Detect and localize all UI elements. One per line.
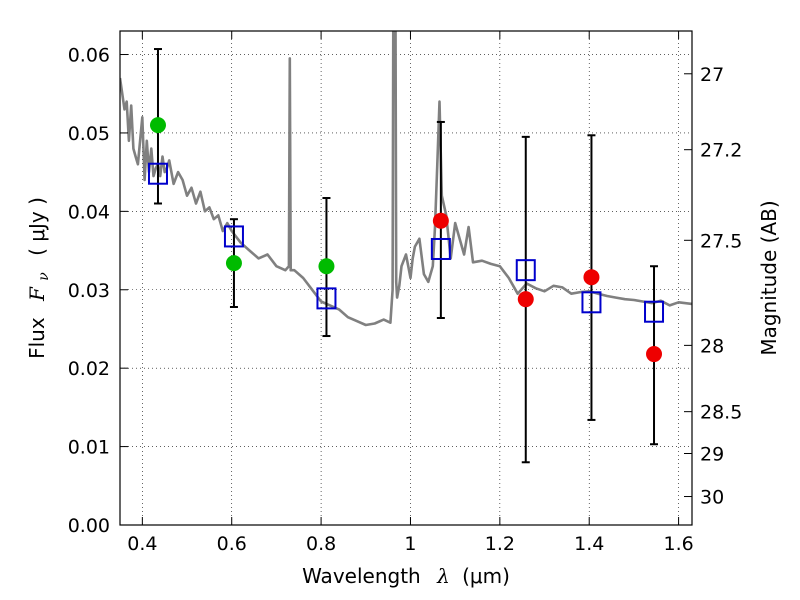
model-point-square [430, 237, 451, 260]
model-point-square [316, 287, 337, 310]
observed-point [318, 258, 335, 275]
model-point-square [581, 291, 602, 314]
x-tick-label: 0.6 [217, 533, 247, 555]
observed-point [432, 212, 449, 229]
x-axis-label-text: Wavelength [302, 564, 421, 588]
model-point-square [223, 225, 244, 248]
x-tick-label: 0.8 [306, 533, 336, 555]
model-point-square [147, 162, 168, 185]
x-tick-label: 0.4 [127, 533, 157, 555]
x-axis-label-unit: (μm) [462, 564, 510, 588]
y-axis-label-text: Flux [25, 317, 49, 359]
plot-frame [119, 30, 693, 526]
observed-point [646, 346, 663, 363]
x-tick-label: 1.4 [574, 533, 604, 555]
observed-point [583, 269, 600, 286]
y-axis-label-subscript: ν [36, 272, 52, 281]
observed-point [517, 291, 534, 308]
y-axis-label-symbol: F [25, 286, 49, 302]
model-point-layer [147, 162, 665, 323]
x-tick-label: 1 [404, 533, 416, 555]
x-axis-label: Wavelength λ (μm) [302, 564, 510, 588]
y-tick-label: 0.01 [68, 437, 110, 459]
x-tick-label: 1.6 [663, 533, 693, 555]
observed-layer [149, 117, 663, 363]
y2-tick-label: 28.5 [700, 402, 742, 424]
observed-point [225, 255, 242, 272]
y2-tick-label: 30 [700, 487, 724, 509]
x-tick-label: 1.2 [485, 533, 515, 555]
y-tick-label: 0.06 [68, 45, 110, 67]
y-axis-label: Flux F ν ( μJy ) [25, 197, 53, 359]
observed-point [149, 117, 166, 134]
y2-tick-label: 28 [700, 335, 724, 357]
y-axis-label-unit: ( μJy ) [25, 197, 49, 256]
y2-axis-label: Magnitude (AB) [757, 200, 781, 355]
model-point-square [644, 300, 665, 323]
x-axis-label-symbol: λ [436, 564, 450, 588]
model-point-square [515, 259, 536, 282]
y-tick-label: 0.04 [68, 201, 110, 223]
spectrum-layer [120, 31, 692, 327]
ticks: 0.4 0.6 0.8 1 1.2 1.4 1.6 0.00 0.01 0.02 0.03 0.04 0… [68, 31, 742, 555]
y2-tick-label: 27.5 [700, 230, 742, 252]
y-tick-label: 0.03 [68, 280, 110, 302]
grid [120, 31, 692, 526]
y2-tick-label: 29 [700, 443, 724, 465]
y-tick-label: 0.00 [68, 515, 110, 537]
y2-tick-label: 27.2 [700, 140, 742, 162]
y2-tick-label: 27 [700, 64, 724, 86]
y-tick-label: 0.05 [68, 123, 110, 145]
model-spectrum-line [120, 31, 692, 327]
y-tick-label: 0.02 [68, 358, 110, 380]
